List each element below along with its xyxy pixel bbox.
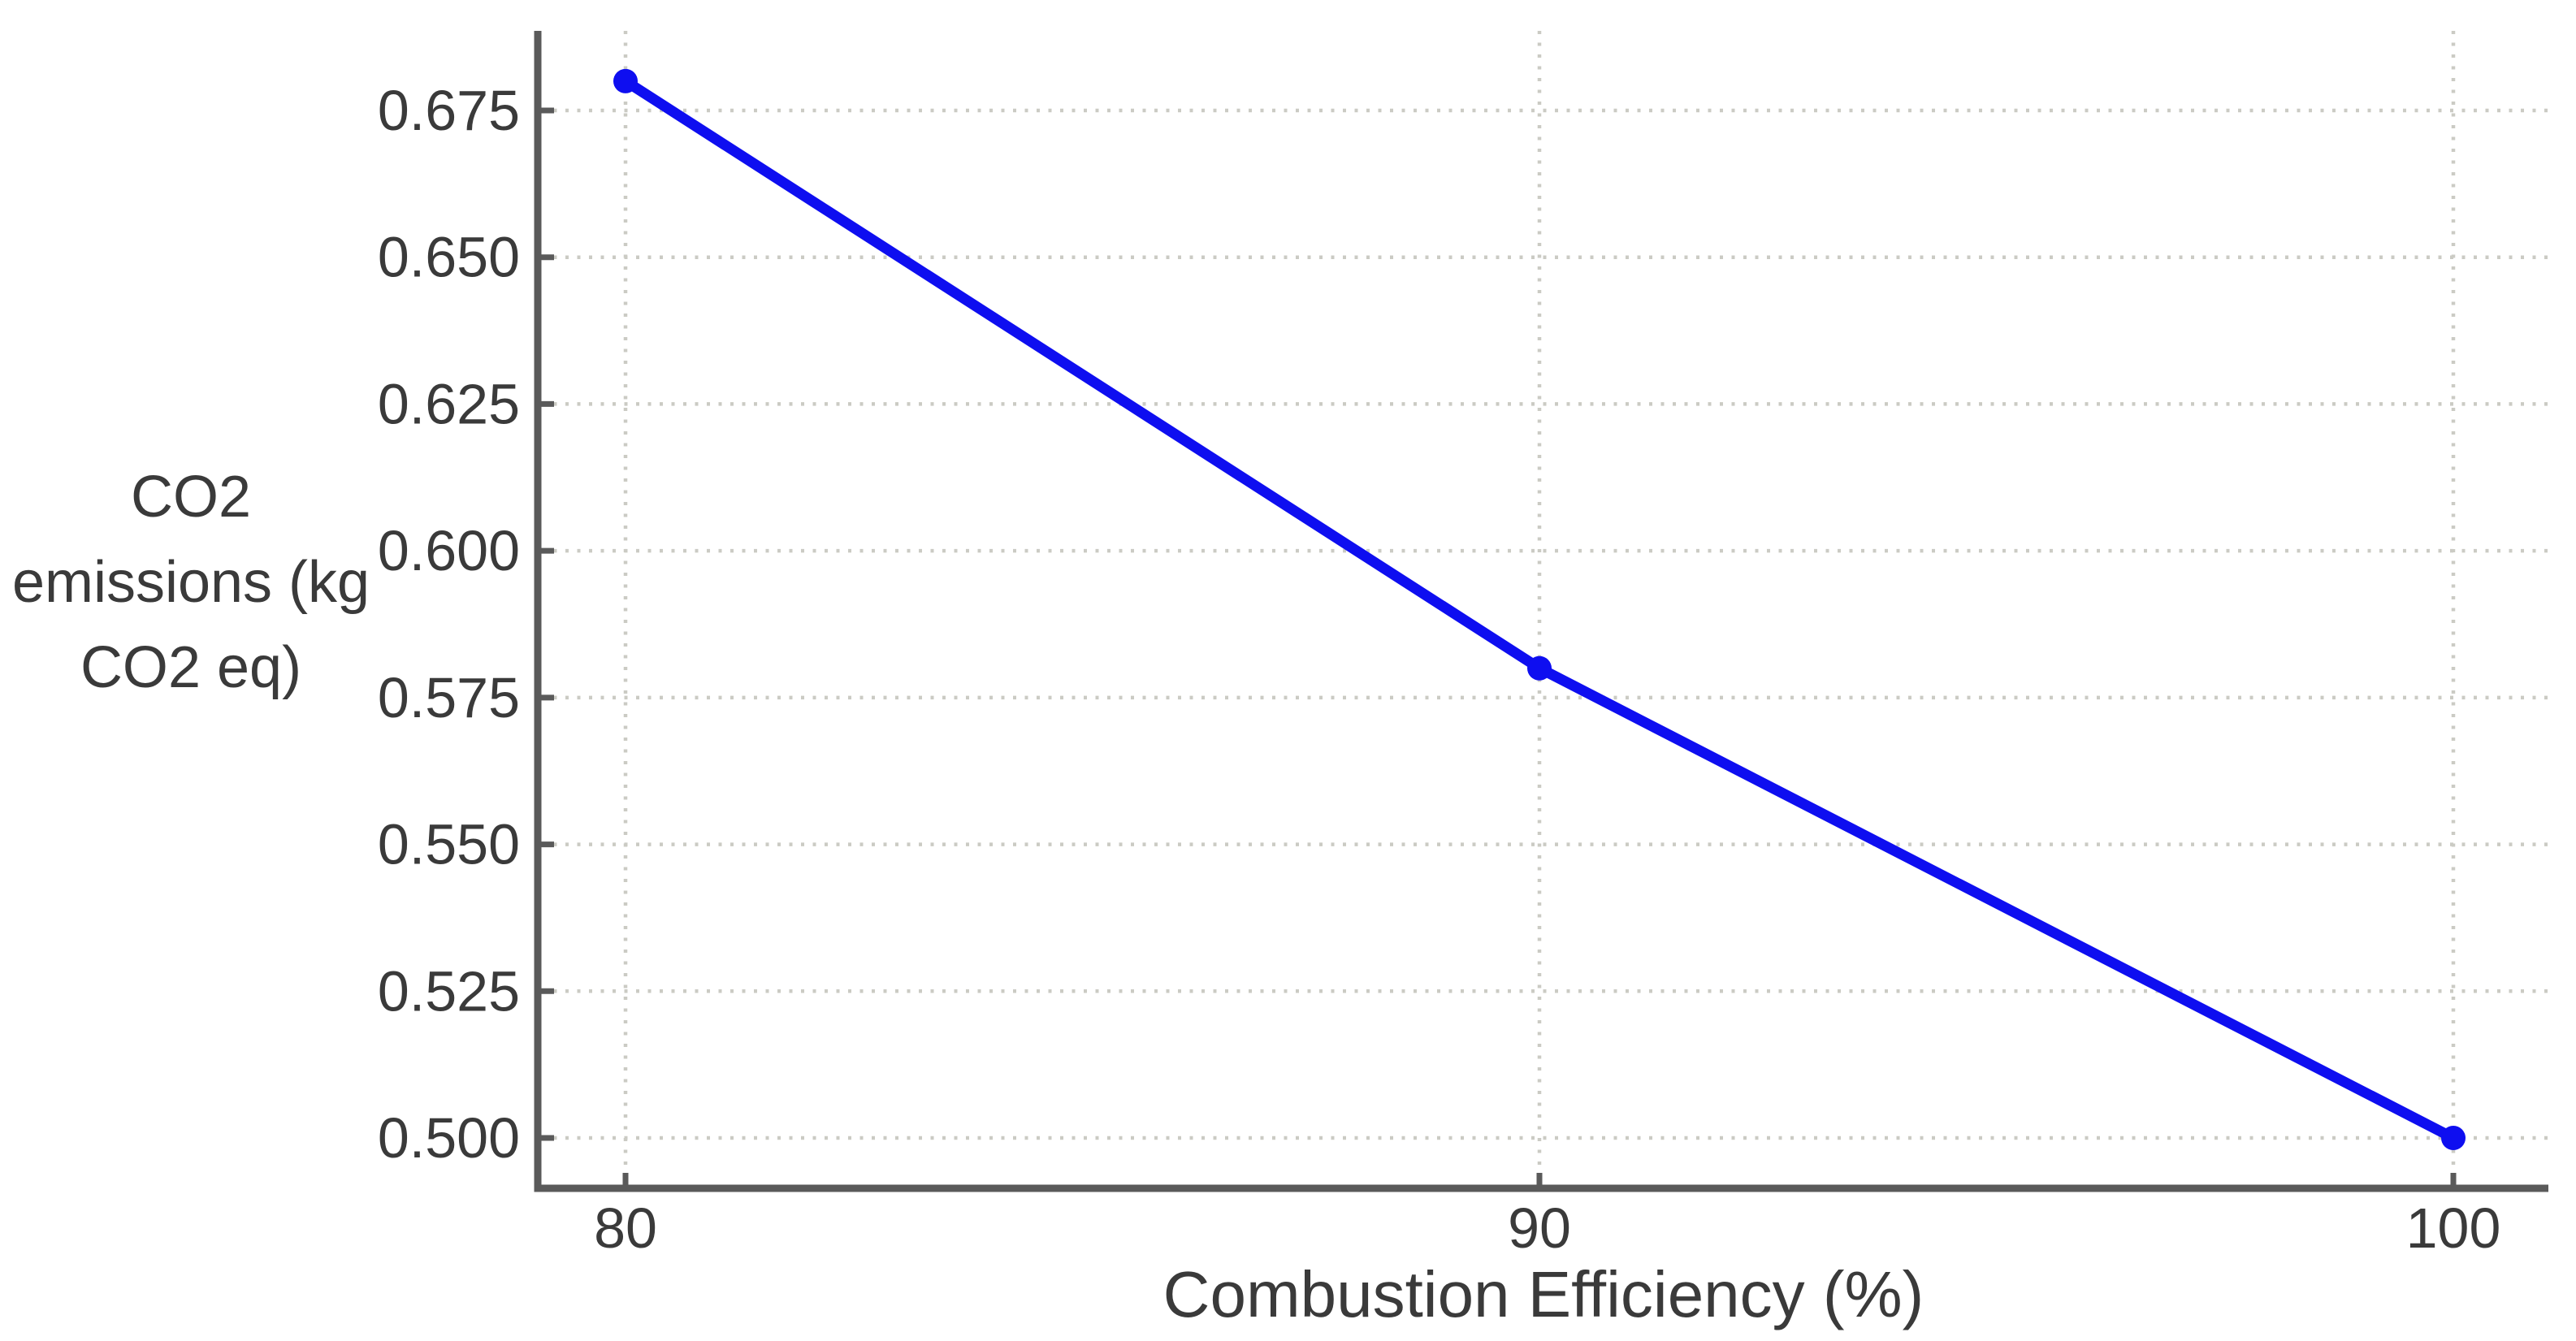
x-axis-label: Combustion Efficiency (%) xyxy=(1162,1258,1924,1330)
data-point-marker xyxy=(1527,655,1552,681)
y-tick-label: 0.650 xyxy=(378,226,520,289)
y-axis-label: CO2 emissions (kg CO2 eq) xyxy=(11,465,370,700)
y-tick-label: 0.675 xyxy=(378,79,520,142)
data-point-marker xyxy=(613,68,638,93)
y-tick-label: 0.625 xyxy=(378,372,520,435)
x-tick-label: 80 xyxy=(594,1196,657,1260)
y-tick-label: 0.575 xyxy=(378,666,520,729)
data-point-marker xyxy=(2441,1126,2466,1150)
y-tick-label: 0.500 xyxy=(378,1106,520,1170)
x-tick-label: 90 xyxy=(1508,1196,1571,1260)
y-tick-label: 0.525 xyxy=(378,959,520,1023)
x-tick-label: 100 xyxy=(2406,1196,2501,1260)
y-tick-label: 0.550 xyxy=(378,813,520,876)
y-tick-label: 0.600 xyxy=(378,519,520,582)
